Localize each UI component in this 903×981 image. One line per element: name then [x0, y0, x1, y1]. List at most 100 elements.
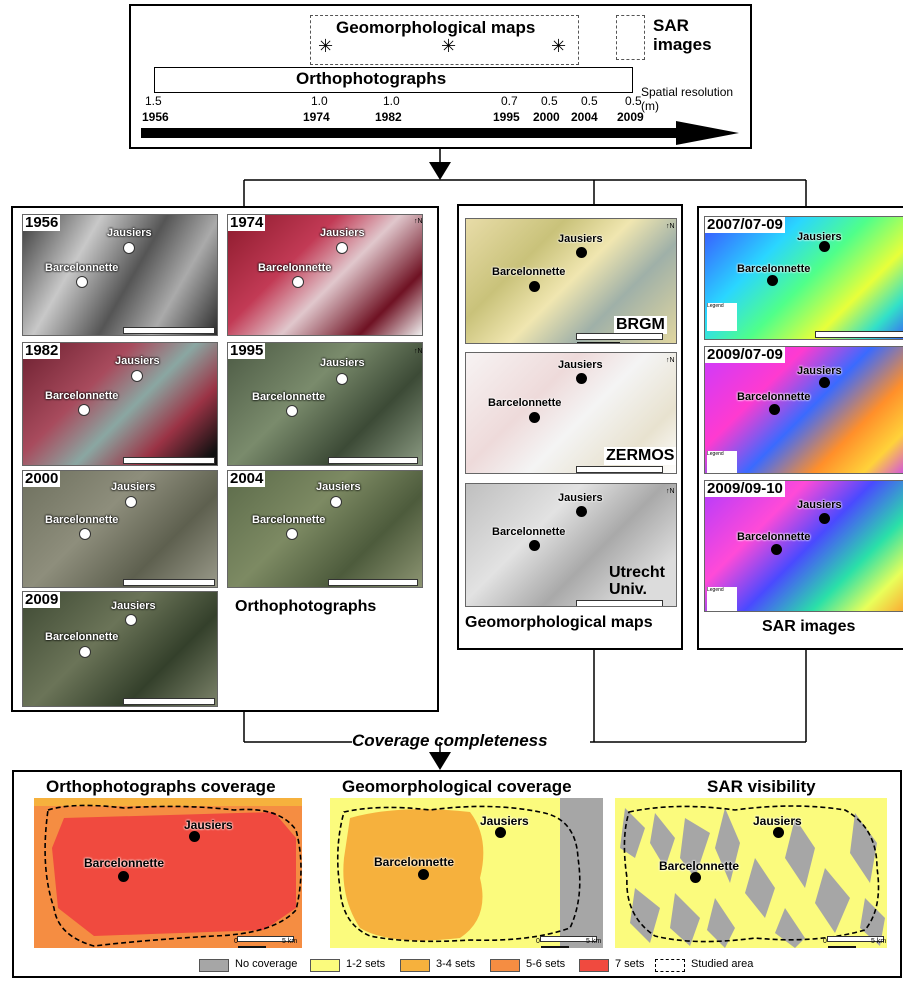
resolution-label: Spatial resolution (m) [641, 85, 734, 113]
legend-swatch-studied-area [655, 959, 685, 972]
geomorph-caption: Geomorphological maps [465, 614, 653, 631]
ortho-caption: Orthophotographs [235, 598, 377, 615]
coverage-panel: Orthophotographs coverage Jausiers Barce… [12, 770, 902, 978]
year-label: 1995 [493, 110, 520, 124]
sar-legend: Legend [707, 451, 737, 473]
brgm-map-image: ↑N Jausiers Barcelonnette BRGM [465, 218, 677, 344]
sar-date-label: 2007/07-09 [705, 216, 785, 233]
scale-bar [123, 579, 215, 586]
zermos-map-image: ↑N Jausiers Barcelonnette ZERMOS [465, 352, 677, 474]
jausiers-dot [125, 496, 137, 508]
sar-panel: 2007/07-09 Jausiers Barcelonnette Legend… [697, 206, 903, 650]
ortho-panel: 1956 Jausiers Barcelonnette 1974 ↑N Jaus… [11, 206, 439, 712]
jausiers-dot [495, 827, 506, 838]
jausiers-dot [189, 831, 200, 842]
scale-label-km: 5 km [871, 938, 887, 945]
place-barcelonnette: Barcelonnette [374, 855, 455, 869]
sar-image: 2007/07-09 Jausiers Barcelonnette Legend [704, 216, 903, 340]
place-jausiers: Jausiers [558, 233, 603, 245]
place-jausiers: Jausiers [797, 499, 842, 511]
resolution-value: 1.5 [145, 94, 162, 108]
map-source-label: BRGM [614, 316, 667, 334]
sar-period-label: SAR images [653, 16, 712, 54]
sar-legend-title: Legend [707, 303, 724, 309]
scale-label-zero: 0 [536, 938, 540, 945]
jausiers-dot [336, 242, 348, 254]
legend-swatch-no-coverage [199, 959, 229, 972]
star-icon: ✳ [441, 36, 457, 56]
place-jausiers: Jausiers [797, 231, 842, 243]
timeline-box: Geomorphological maps ✳ ✳ ✳ SAR images O… [129, 4, 752, 149]
sar-date-label: 2009/09-10 [705, 480, 785, 497]
place-jausiers: Jausiers [111, 481, 156, 493]
ortho-coverage-svg [34, 798, 302, 948]
map-title: Orthophotographs coverage [46, 777, 276, 796]
scale-bar [827, 936, 884, 948]
barcelonnette-dot [118, 871, 129, 882]
resolution-value: 1.0 [383, 94, 400, 108]
sar-period-box [616, 15, 645, 60]
barcelonnette-dot [529, 281, 540, 292]
north-arrow-icon: ↑N [666, 223, 675, 230]
jausiers-dot [819, 241, 830, 252]
year-label: 2004 [228, 470, 266, 487]
resolution-value: 0.5 [625, 94, 642, 108]
place-barcelonnette: Barcelonnette [84, 856, 165, 870]
place-jausiers: Jausiers [316, 481, 361, 493]
year-label: 1956 [23, 214, 61, 231]
legend-swatch-5-6 [490, 959, 520, 972]
place-barcelonnette: Barcelonnette [492, 266, 566, 278]
jausiers-dot [576, 373, 587, 384]
resolution-value: 0.5 [581, 94, 598, 108]
year-label: 1982 [23, 342, 61, 359]
legend-label: 3-4 sets [436, 958, 476, 970]
legend-label: 5-6 sets [526, 958, 566, 970]
barcelonnette-dot [418, 869, 429, 880]
year-label: 1974 [228, 214, 266, 231]
star-icon: ✳ [318, 36, 334, 56]
barcelonnette-dot [286, 405, 298, 417]
geomorph-coverage-svg [330, 798, 603, 948]
jausiers-dot [131, 370, 143, 382]
ortho-period-box [154, 67, 633, 93]
year-label: 2000 [23, 470, 61, 487]
sar-image: 2009/07-09 Jausiers Barcelonnette Legend [704, 346, 903, 474]
year-label: 1982 [375, 110, 402, 124]
scale-bar [540, 936, 597, 948]
resolution-value: 0.5 [541, 94, 558, 108]
star-icon: ✳ [551, 36, 567, 56]
map-title: Geomorphological coverage [342, 777, 572, 796]
jausiers-dot [125, 614, 137, 626]
resolution-value: 0.7 [501, 94, 518, 108]
geomorph-period-box [310, 15, 579, 65]
scale-bar [328, 457, 418, 464]
legend-swatch-3-4 [400, 959, 430, 972]
legend-label: No coverage [235, 958, 298, 970]
jausiers-dot [336, 373, 348, 385]
barcelonnette-dot [529, 540, 540, 551]
geomorph-panel: ↑N Jausiers Barcelonnette BRGM ↑N Jausie… [457, 204, 683, 650]
sar-legend: Legend [707, 303, 737, 331]
sar-date-label: 2009/07-09 [705, 346, 785, 363]
scale-bar [576, 466, 663, 473]
year-label: 1995 [228, 342, 266, 359]
scale-bar [123, 457, 215, 464]
sar-legend: Legend [707, 587, 737, 611]
year-label: 1956 [142, 110, 169, 124]
place-jausiers: Jausiers [558, 359, 603, 371]
legend-label: 7 sets [615, 958, 645, 970]
barcelonnette-dot [292, 276, 304, 288]
sar-legend-title: Legend [707, 451, 724, 457]
place-barcelonnette: Barcelonnette [737, 531, 811, 543]
barcelonnette-dot [79, 646, 91, 658]
scale-bar [123, 698, 215, 705]
sar-image: 2009/09-10 Jausiers Barcelonnette Legend [704, 480, 903, 612]
year-label: 2000 [533, 110, 560, 124]
north-arrow-icon: ↑N [414, 218, 423, 225]
barcelonnette-dot [286, 528, 298, 540]
place-barcelonnette: Barcelonnette [252, 514, 326, 526]
jausiers-dot [576, 247, 587, 258]
place-jausiers: Jausiers [558, 492, 603, 504]
scale-label-km: 5 km [282, 938, 298, 945]
north-arrow-icon: ↑N [414, 348, 423, 355]
